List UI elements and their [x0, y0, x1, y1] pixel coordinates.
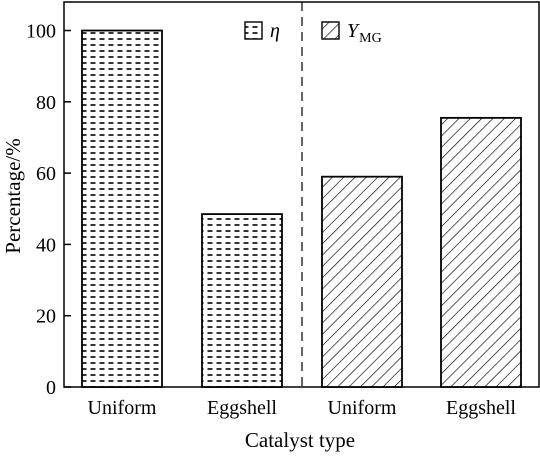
legend: η YMG [244, 20, 382, 46]
x-tick-label: Eggshell [446, 397, 516, 419]
bar [440, 116, 522, 388]
y-tick-label: 40 [36, 234, 56, 256]
y-tick-label: 80 [36, 92, 56, 114]
y-axis-ticks: 0 20 40 60 80 100 [26, 21, 71, 399]
x-tick-label: Uniform [328, 397, 397, 419]
y-tick-label: 100 [26, 21, 56, 43]
legend-label: YMG [347, 20, 382, 46]
y-tick-label: 60 [36, 163, 56, 185]
y-axis-label: Percentage/% [1, 138, 25, 253]
x-axis-tick-labels: Uniform Eggshell Uniform Eggshell [88, 397, 517, 419]
bar [201, 213, 283, 388]
legend-swatch [244, 21, 263, 40]
bar [321, 175, 403, 388]
y-tick-label: 20 [36, 306, 56, 328]
y-tick-label: 0 [46, 377, 56, 399]
x-tick-label: Uniform [88, 397, 157, 419]
bars [81, 29, 522, 388]
x-tick-label: Eggshell [207, 397, 277, 419]
bar [81, 29, 163, 388]
x-axis-label: Catalyst type [245, 428, 355, 452]
plot-area [63, 1, 540, 388]
legend-label: η [270, 20, 280, 42]
legend-swatch [321, 21, 340, 40]
